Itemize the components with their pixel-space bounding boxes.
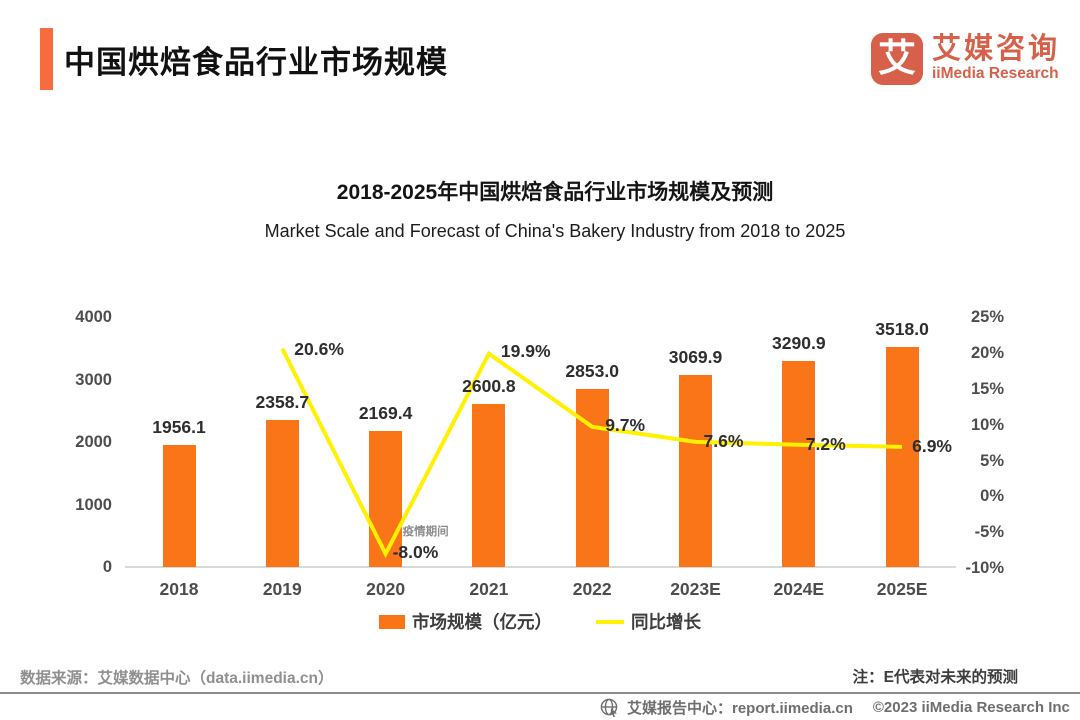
data-source-text: 数据来源：艾媒数据中心（data.iimedia.cn） <box>20 670 334 687</box>
right-tick-25: 25% <box>970 308 1004 327</box>
legend-bar-label: 市场规模（亿元） <box>412 612 552 632</box>
growth-label-2025E: 6.9% <box>912 435 952 456</box>
right-tick--10: -10% <box>965 559 1004 578</box>
x-axis-line <box>125 566 956 568</box>
logo-glyph: 艾 <box>877 38 916 80</box>
x-label-2023E: 2023E <box>670 579 721 599</box>
growth-label-2019: 20.6% <box>294 338 344 359</box>
globe-icon <box>600 698 619 717</box>
left-tick-0: 0 <box>102 558 112 576</box>
left-tick-4000: 4000 <box>75 308 112 326</box>
bar-label-2023E: 3069.9 <box>668 347 723 368</box>
bar-label-2020: 2169.4 <box>358 403 413 424</box>
chart-legend: 市场规模（亿元） 同比增长 <box>0 609 1080 634</box>
legend-line-label: 同比增长 <box>631 612 701 632</box>
legend-bar-swatch <box>379 614 405 629</box>
report-center-text: 艾媒报告中心：report.iimedia.cn <box>627 700 853 717</box>
iimedia-logo-icon: 艾 <box>870 33 923 85</box>
bar-label-2022: 2853.0 <box>565 360 619 381</box>
bar-label-2025E: 3518.0 <box>875 319 929 340</box>
bar-2023E <box>679 375 712 567</box>
x-label-2022: 2022 <box>572 579 612 599</box>
legend-item-market-scale: 市场规模（亿元） <box>379 609 552 634</box>
growth-label-2024E: 7.2% <box>805 433 846 454</box>
bar-label-2024E: 3290.9 <box>772 333 826 354</box>
right-tick-0: 0% <box>980 487 1004 506</box>
bar-2022 <box>575 388 609 567</box>
right-tick--5: -5% <box>974 523 1004 542</box>
brand-name-en: iiMedia Research <box>931 65 1059 82</box>
header-accent-bar <box>40 28 53 90</box>
footer-divider <box>0 692 1080 694</box>
bar-2025E <box>885 347 919 567</box>
growth-label-2021: 19.9% <box>500 340 551 361</box>
left-tick-2000: 2000 <box>75 433 112 451</box>
forecast-note: 注：E代表对未来的预测 <box>852 669 1018 686</box>
x-label-2019: 2019 <box>262 579 302 599</box>
x-label-2020: 2020 <box>366 579 406 599</box>
legend-item-growth: 同比增长 <box>596 609 701 634</box>
bar-2024E <box>782 361 816 567</box>
brand-name-cn: 艾媒咨询 <box>931 33 1060 65</box>
left-tick-3000: 3000 <box>75 370 112 389</box>
x-label-2018: 2018 <box>159 579 199 599</box>
right-tick-15: 15% <box>970 379 1004 398</box>
x-label-2025E: 2025E <box>876 579 928 599</box>
right-tick-20: 20% <box>970 343 1004 362</box>
growth-label-2020: -8.0% <box>392 541 439 562</box>
legend-line-swatch <box>596 619 624 624</box>
chart-title-block: 2018-2025年中国烘焙食品行业市场规模及预测 Market Scale a… <box>0 176 1080 242</box>
x-label-2021: 2021 <box>469 579 509 599</box>
growth-label-2022: 9.7% <box>605 414 646 435</box>
page-title: 中国烘焙食品行业市场规模 <box>64 44 448 80</box>
bar-label-2019: 2358.7 <box>255 391 310 412</box>
chart-title-en: Market Scale and Forecast of China's Bak… <box>264 221 846 241</box>
left-tick-1000: 1000 <box>75 495 112 514</box>
chart-title-cn: 2018-2025年中国烘焙食品行业市场规模及预测 <box>336 181 774 204</box>
bar-2021 <box>472 404 506 567</box>
covid-annotation: 疫情期间 <box>402 525 449 538</box>
growth-label-2023E: 7.6% <box>703 430 744 451</box>
x-label-2024E: 2024E <box>773 579 825 599</box>
right-tick-5: 5% <box>980 451 1004 470</box>
bar-label-2021: 2600.8 <box>462 376 516 397</box>
bar-2019 <box>265 419 299 567</box>
bar-2018 <box>162 444 196 567</box>
bar-label-2018: 1956.1 <box>152 416 206 437</box>
right-tick-10: 10% <box>970 415 1004 434</box>
brand-logo: 艾 艾媒咨询 iiMedia Research <box>870 33 1060 85</box>
copyright-text: ©2023 iiMedia Research Inc <box>872 699 1070 716</box>
footer-bar: 艾媒报告中心：report.iimedia.cn ©2023 iiMedia R… <box>600 697 1070 718</box>
